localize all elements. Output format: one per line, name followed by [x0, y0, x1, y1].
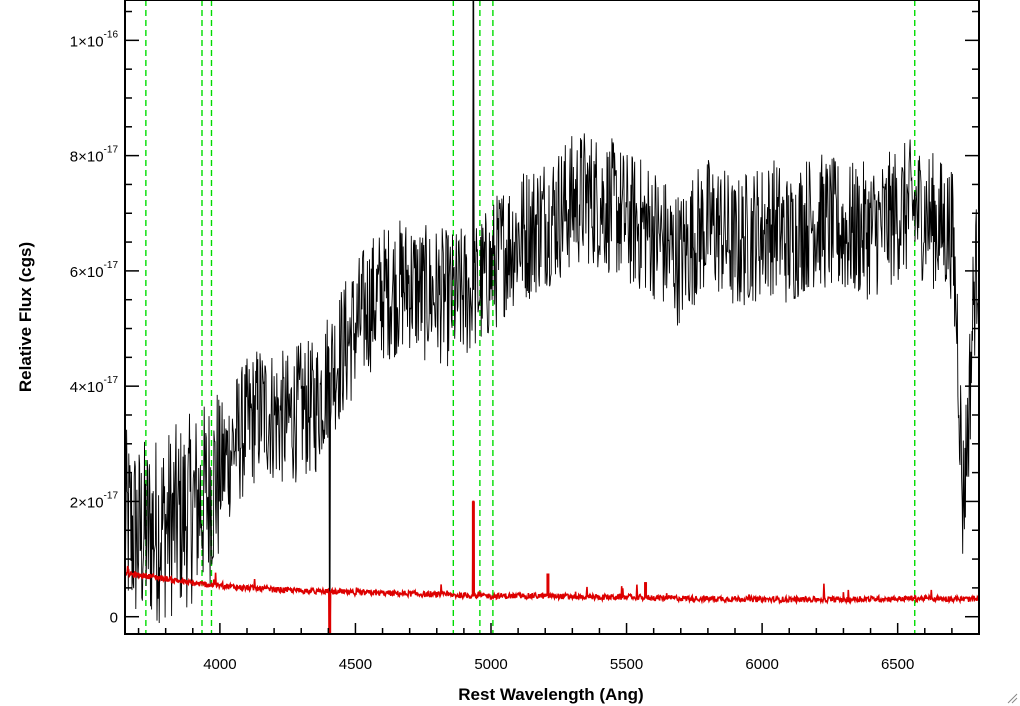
- x-tick-label: 6500: [881, 656, 914, 673]
- y-tick-mantissa: 8×10: [70, 149, 104, 166]
- y-tick-label: 8×10-17: [70, 145, 119, 166]
- series-line-0: [125, 0, 979, 624]
- plot-axes: [124, 0, 980, 635]
- y-tick-exponent: -17: [104, 145, 119, 156]
- y-tick-labels: 02×10-174×10-176×10-178×10-171×10-16: [70, 29, 119, 626]
- y-tick-exponent: -17: [104, 375, 119, 386]
- emission-line-markers: [145, 0, 916, 634]
- x-tick-label: 5000: [474, 656, 507, 673]
- y-tick-label: 4×10-17: [70, 375, 119, 396]
- y-tick-label: 1×10-16: [70, 29, 119, 50]
- series-line-1: [125, 500, 979, 634]
- y-tick-label: 0: [110, 610, 118, 627]
- y-tick-mantissa: 2×10: [70, 494, 104, 511]
- y-tick-label: 6×10-17: [70, 260, 119, 281]
- x-tick-labels: 4000 4500 5000 5500 6000 6500: [203, 656, 914, 673]
- y-tick-mantissa: 1×10: [70, 33, 104, 50]
- y-tick-exponent: -17: [104, 490, 119, 501]
- plot-frame: [124, 0, 980, 635]
- y-tick-exponent: -17: [104, 260, 119, 271]
- y-tick-label: 2×10-17: [70, 490, 119, 511]
- y-tick-mantissa: 0: [110, 610, 118, 627]
- y-tick-exponent: -16: [104, 29, 119, 40]
- x-tick-label: 5500: [610, 656, 643, 673]
- y-tick-mantissa: 4×10: [70, 379, 104, 396]
- x-tick-label: 4000: [203, 656, 236, 673]
- x-axis-label: Rest Wavelength (Ang): [458, 685, 643, 704]
- resize-grip-icon[interactable]: [1006, 692, 1018, 704]
- y-axis-label: Relative Flux (cgs): [16, 242, 35, 392]
- spectrum-series: [125, 0, 979, 634]
- y-tick-mantissa: 6×10: [70, 264, 104, 281]
- x-tick-label: 4500: [339, 656, 372, 673]
- x-tick-label: 6000: [745, 656, 778, 673]
